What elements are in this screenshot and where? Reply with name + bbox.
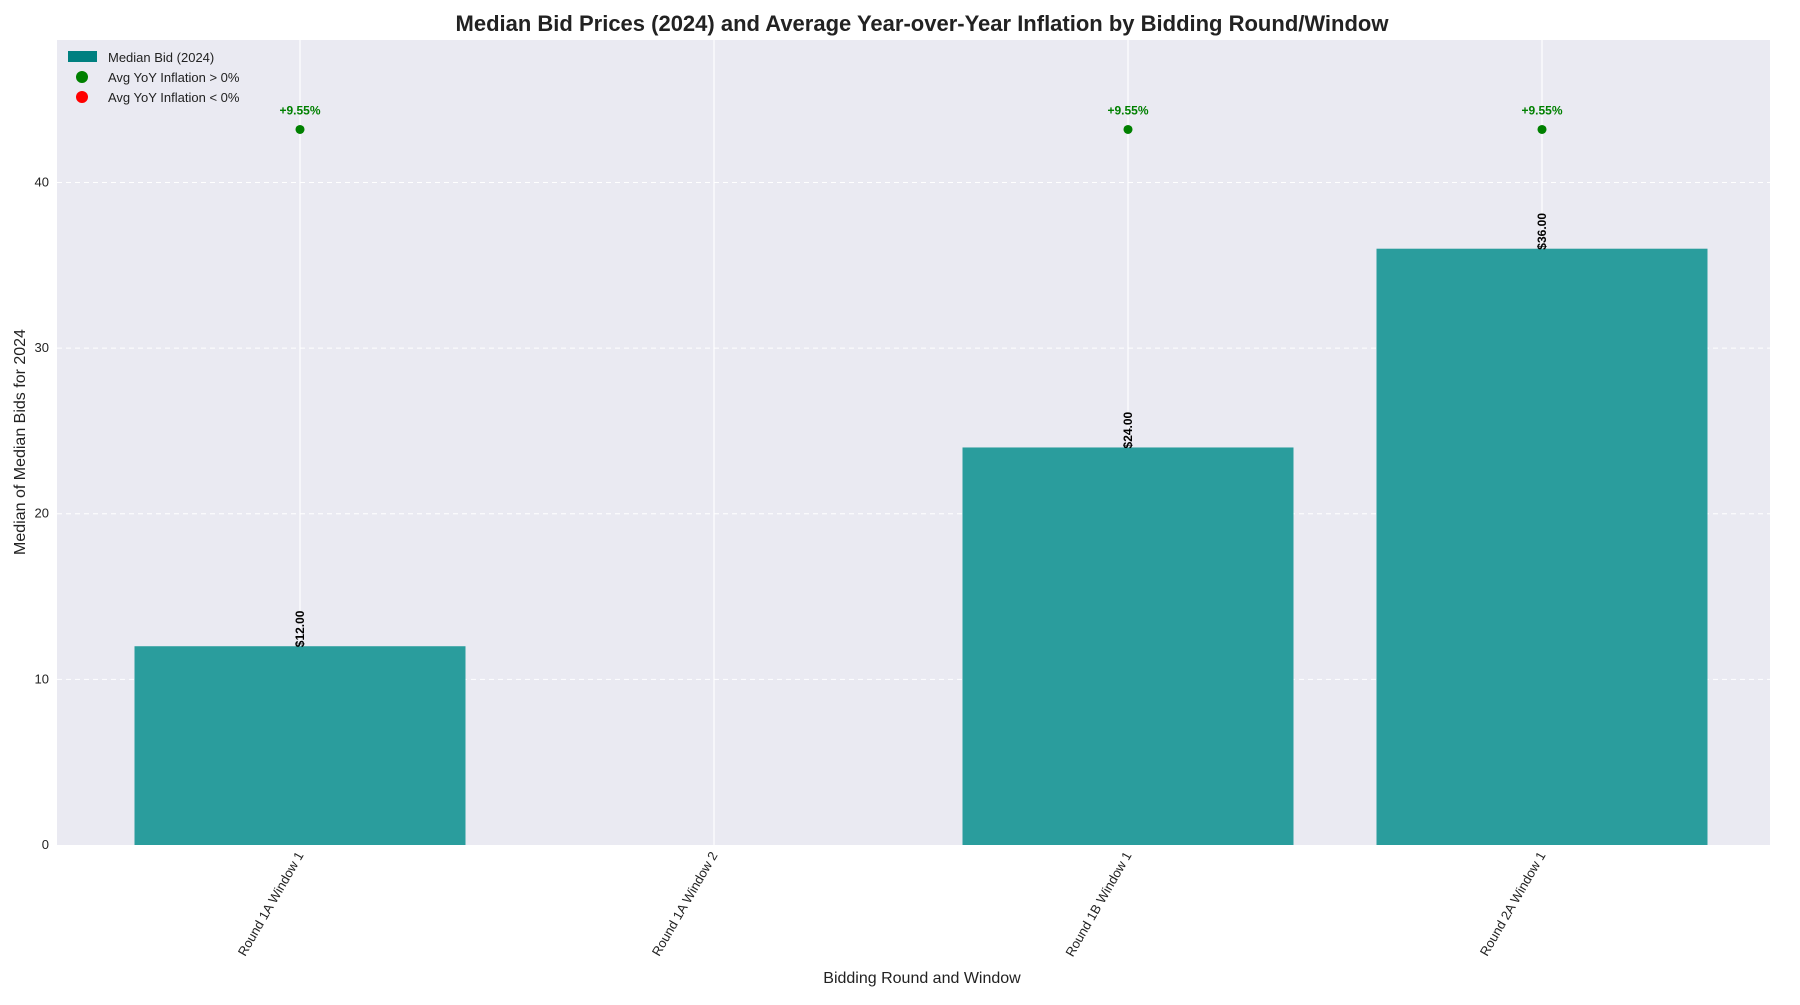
bar bbox=[134, 646, 466, 845]
x-axis-label: Bidding Round and Window bbox=[823, 970, 1021, 987]
bar-value-label: $24.00 bbox=[1121, 411, 1135, 448]
inflation-label: +9.55% bbox=[1107, 103, 1148, 117]
y-axis: 0 10 20 30 40 bbox=[35, 174, 49, 852]
inflation-label: +9.55% bbox=[1521, 103, 1562, 117]
x-tick-label: Round 2A Window 1 bbox=[1477, 849, 1549, 959]
legend-swatch-negative bbox=[76, 91, 88, 103]
y-tick-label: 40 bbox=[35, 174, 49, 189]
legend-entry: Avg YoY Inflation > 0% bbox=[108, 70, 240, 85]
inflation-label: +9.55% bbox=[279, 103, 320, 117]
x-tick-label: Round 1A Window 2 bbox=[649, 849, 721, 959]
legend-entry: Avg YoY Inflation < 0% bbox=[108, 90, 240, 105]
x-tick-label: Round 1A Window 1 bbox=[235, 849, 307, 959]
inflation-marker bbox=[1537, 124, 1547, 134]
legend-swatch-positive bbox=[76, 71, 88, 83]
bar bbox=[962, 447, 1294, 845]
bar-value-label: $36.00 bbox=[1535, 213, 1549, 250]
bar-value-label: $12.00 bbox=[293, 610, 307, 647]
x-axis: Round 1A Window 1 Round 1A Window 2 Round … bbox=[235, 849, 1549, 959]
chart-title: Median Bid Prices (2024) and Average Yea… bbox=[456, 11, 1390, 36]
bar bbox=[1376, 248, 1708, 845]
inflation-markers: +9.55% +9.55% +9.55% bbox=[279, 103, 1563, 134]
y-tick-label: 30 bbox=[35, 340, 49, 355]
inflation-marker bbox=[295, 124, 305, 134]
legend: Median Bid (2024) Avg YoY Inflation > 0% A… bbox=[68, 50, 240, 105]
x-tick-label: Round 1B Window 1 bbox=[1062, 849, 1134, 959]
y-tick-label: 0 bbox=[42, 837, 49, 852]
y-tick-label: 20 bbox=[35, 506, 49, 521]
y-axis-label: Median of Median Bids for 2024 bbox=[12, 329, 29, 555]
legend-swatch-bar bbox=[68, 51, 97, 62]
inflation-marker bbox=[1123, 124, 1133, 134]
legend-entry: Median Bid (2024) bbox=[108, 50, 214, 65]
y-tick-label: 10 bbox=[35, 671, 49, 686]
bars: $12.00 $24.00 $36.00 bbox=[134, 213, 1708, 845]
